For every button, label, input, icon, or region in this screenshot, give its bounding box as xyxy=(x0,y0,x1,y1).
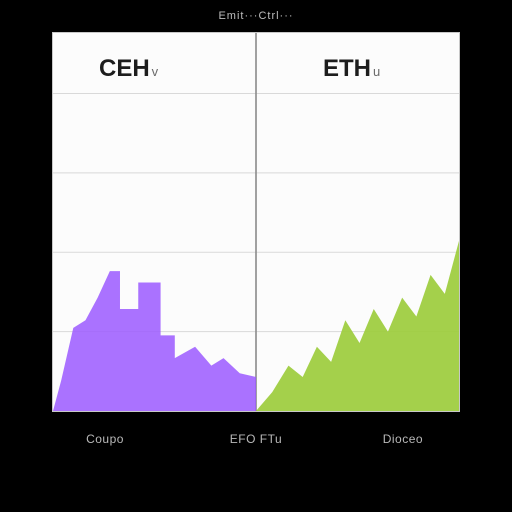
left-margin xyxy=(0,32,52,412)
panel-title-ceh: CEHv xyxy=(99,55,158,83)
chart-frame: Emit···Ctrl··· CEHv ETHu Coupo EFO FTu D… xyxy=(0,0,512,512)
x-tick-label: Dioceo xyxy=(343,432,463,446)
panel-title-ceh-sub: v xyxy=(152,64,159,79)
panel-title-ceh-text: CEH xyxy=(99,55,150,82)
right-margin xyxy=(460,32,512,412)
chart-plot-area: CEHv ETHu xyxy=(52,32,460,412)
bottom-strip xyxy=(0,412,512,512)
chart-svg xyxy=(53,33,459,411)
panel-title-eth: ETHu xyxy=(323,55,380,83)
top-label: Emit···Ctrl··· xyxy=(0,0,512,32)
x-tick-label: EFO FTu xyxy=(196,432,316,446)
panel-title-eth-sub: u xyxy=(373,64,380,79)
panel-title-eth-text: ETH xyxy=(323,55,371,82)
x-tick-label: Coupo xyxy=(45,432,165,446)
